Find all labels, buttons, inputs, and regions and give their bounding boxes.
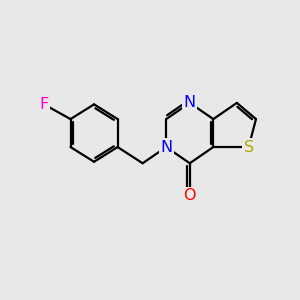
Text: S: S — [244, 140, 254, 154]
Text: F: F — [39, 97, 49, 112]
Text: O: O — [184, 188, 196, 203]
Text: N: N — [160, 140, 172, 154]
Text: N: N — [184, 95, 196, 110]
